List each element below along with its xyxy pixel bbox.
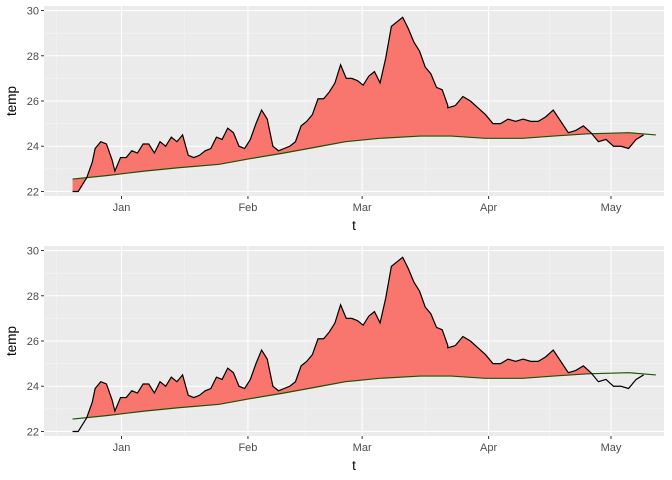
x-axis-title: t bbox=[352, 458, 356, 473]
y-tick-label: 28 bbox=[27, 291, 39, 303]
y-axis-title: temp bbox=[4, 326, 19, 356]
x-tick-label: Apr bbox=[480, 442, 497, 454]
smooth-line bbox=[72, 372, 656, 420]
panel-bottom: 22 24 26 28 30 Jan Feb Mar Apr May t temp bbox=[4, 246, 664, 473]
temp-line bbox=[72, 256, 644, 433]
x-tick-label: Jan bbox=[113, 442, 131, 454]
x-tick-label: Feb bbox=[238, 202, 257, 214]
panel-top: 22 24 26 28 30 Jan Feb Mar Apr May t temp bbox=[4, 6, 664, 233]
y-axis-title: temp bbox=[4, 86, 19, 116]
x-tick-label: Mar bbox=[353, 442, 372, 454]
x-tick-label: May bbox=[601, 202, 622, 214]
x-axis-title: t bbox=[352, 218, 356, 233]
y-tick-label: 26 bbox=[27, 336, 39, 348]
x-tick-label: Mar bbox=[353, 202, 372, 214]
y-tick-label: 28 bbox=[27, 51, 39, 63]
temp-smooth-difference-area bbox=[72, 17, 644, 192]
x-tick-label: Feb bbox=[238, 442, 257, 454]
y-tick-label: 22 bbox=[27, 426, 39, 438]
x-tick-label: May bbox=[601, 442, 622, 454]
y-tick-label: 24 bbox=[27, 141, 39, 153]
y-tick-label: 30 bbox=[27, 6, 39, 18]
x-tick-label: Jan bbox=[113, 202, 131, 214]
smooth-line bbox=[72, 132, 656, 180]
x-tick-label: Apr bbox=[480, 202, 497, 214]
y-tick-label: 26 bbox=[27, 96, 39, 108]
y-tick-label: 24 bbox=[27, 381, 39, 393]
temp-smooth-difference-area bbox=[86, 257, 591, 418]
temp-line bbox=[72, 16, 644, 193]
y-tick-label: 30 bbox=[27, 246, 39, 258]
y-tick-label: 22 bbox=[27, 186, 39, 198]
